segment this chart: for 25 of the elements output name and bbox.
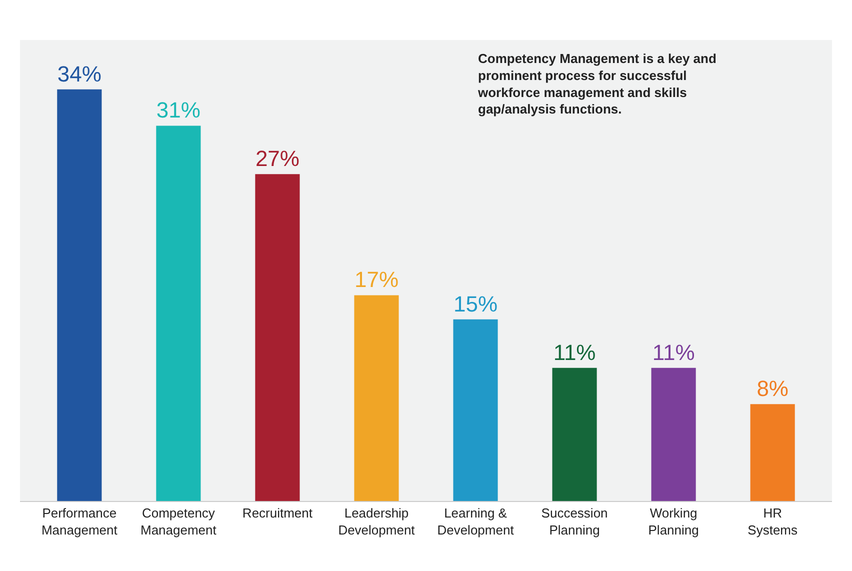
bar (255, 174, 300, 501)
bar (651, 368, 696, 501)
bar (57, 89, 102, 501)
data-label: 17% (354, 267, 399, 292)
bar (354, 295, 399, 501)
x-tick-label: Learning & Development (437, 506, 514, 538)
x-tick-label: Leadership Development (338, 506, 416, 538)
data-label: 11% (652, 340, 695, 365)
bar (156, 126, 201, 501)
data-label: 31% (156, 98, 200, 123)
x-tick-label: Succession Planning (541, 506, 608, 538)
annotation: Competency Management is a key and prominent process for successful workforce management and skills gap/analysis functions. (477, 51, 716, 117)
x-tick-label: Competency Management (140, 506, 217, 538)
bar (453, 319, 498, 501)
x-tick-label: Performance Management (41, 506, 118, 538)
data-label: 15% (453, 291, 498, 316)
data-label: 27% (255, 146, 300, 172)
data-label: 11% (553, 340, 596, 365)
x-tick-label: HR Systems (748, 506, 798, 538)
data-label: 34% (57, 61, 102, 86)
x-tick-label: Recruitment (242, 506, 313, 521)
x-tick-label: Working Planning (648, 506, 699, 538)
data-label: 8% (756, 376, 788, 402)
bar (750, 404, 795, 501)
bar (552, 368, 597, 501)
